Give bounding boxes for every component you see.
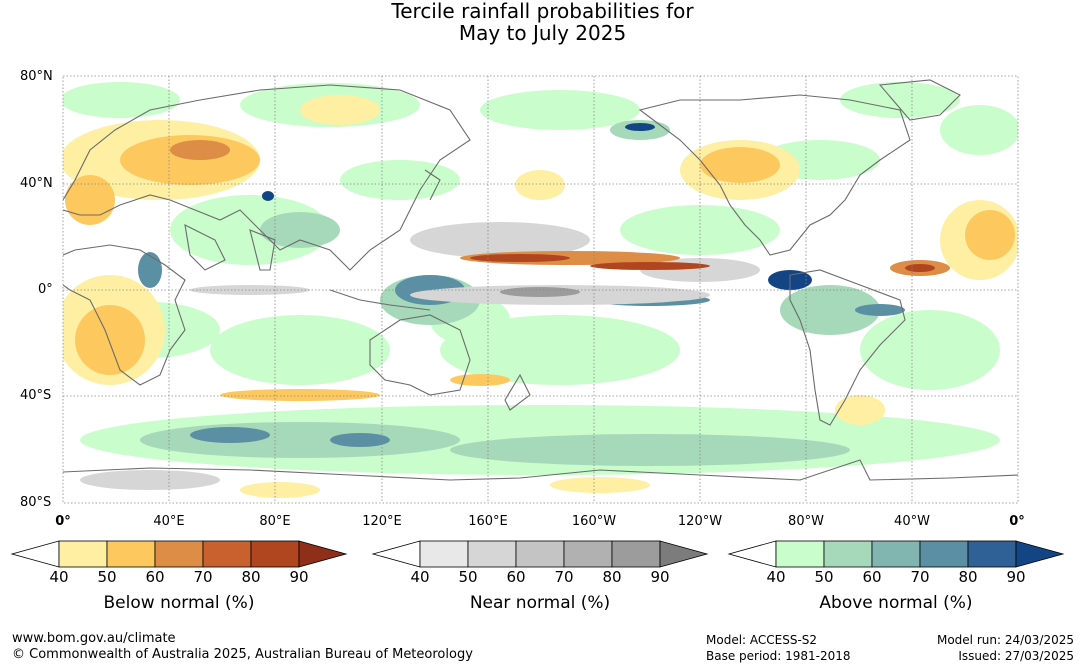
legend-below-swatch bbox=[202, 540, 252, 568]
legend-near-tick-label: 90 bbox=[650, 568, 670, 586]
legend-near-swatch bbox=[611, 540, 661, 568]
map-title-line2: May to July 2025 bbox=[458, 21, 627, 45]
legend-below-arrow-low bbox=[10, 540, 60, 568]
legend-near-tick-label: 60 bbox=[506, 568, 526, 586]
lat-label-40s: 40°S bbox=[20, 388, 52, 403]
graticule bbox=[63, 76, 1018, 503]
legend-below-tick-label: 60 bbox=[145, 568, 165, 586]
lon-label-40w: 40°W bbox=[894, 514, 930, 529]
legend-near-arrow-low bbox=[371, 540, 421, 568]
legend-above-tick-label: 90 bbox=[1006, 568, 1026, 586]
legend-above-normal-bar bbox=[727, 540, 1065, 568]
lon-label-80e: 80°E bbox=[259, 514, 291, 529]
legend-below-swatch bbox=[106, 540, 156, 568]
map-frame bbox=[62, 75, 1019, 504]
legend-above-tick-label: 60 bbox=[862, 568, 882, 586]
legend-below-tick-label: 90 bbox=[289, 568, 309, 586]
legend-above-tick-label: 40 bbox=[766, 568, 786, 586]
legend-above-arrow-high bbox=[1015, 540, 1065, 568]
legend-near-normal-bar bbox=[371, 540, 709, 568]
lon-label-120e: 120°E bbox=[362, 514, 402, 529]
footer-copyright: © Commonwealth of Australia 2025, Austra… bbox=[12, 647, 473, 662]
near-normal-strong bbox=[500, 287, 580, 297]
legend-above-tick-label: 50 bbox=[814, 568, 834, 586]
legend-near-arrow-high bbox=[659, 540, 709, 568]
lat-label-equator: 0° bbox=[38, 282, 53, 297]
lon-label-120w: 120°W bbox=[677, 514, 723, 529]
legend-above-normal-caption: Above normal (%) bbox=[819, 593, 973, 613]
legend-above-swatch bbox=[775, 540, 825, 568]
legend-near-swatch bbox=[419, 540, 469, 568]
footer-model: Model: ACCESS-S2 bbox=[706, 633, 818, 647]
legend-near-swatch bbox=[563, 540, 613, 568]
legend-below-tick-label: 40 bbox=[49, 568, 69, 586]
legend-near-tick-label: 50 bbox=[458, 568, 478, 586]
legend-above-swatch bbox=[919, 540, 969, 568]
legend-above-swatch bbox=[871, 540, 921, 568]
lat-label-80s: 80°S bbox=[20, 495, 52, 510]
legend-near-tick-label: 80 bbox=[602, 568, 622, 586]
legend-below-tick-label: 80 bbox=[241, 568, 261, 586]
footer-base-period: Base period: 1981-2018 bbox=[706, 649, 851, 663]
legend-below-normal-caption: Below normal (%) bbox=[103, 593, 255, 613]
map-title-line1: Tercile rainfall probabilities for bbox=[391, 0, 694, 23]
legend-above-swatch bbox=[967, 540, 1017, 568]
legend-below-swatch bbox=[154, 540, 204, 568]
legend-below-swatch bbox=[58, 540, 108, 568]
lat-label-40n: 40°N bbox=[20, 176, 53, 191]
legend-near-swatch bbox=[515, 540, 565, 568]
legend-near-tick-label: 70 bbox=[554, 568, 574, 586]
above-normal-medium bbox=[140, 120, 880, 466]
coastlines bbox=[63, 79, 1018, 481]
lon-label-160w: 160°W bbox=[571, 514, 617, 529]
legend-above-tick-label: 70 bbox=[910, 568, 930, 586]
legend-below-arrow-high bbox=[298, 540, 348, 568]
footer-issued: Issued: 27/03/2025 bbox=[958, 649, 1074, 663]
legend-near-swatch bbox=[467, 540, 517, 568]
lat-label-80n: 80°N bbox=[20, 69, 53, 84]
lon-label-0-west-edge: 0° bbox=[55, 514, 71, 529]
legend-below-tick-label: 70 bbox=[193, 568, 213, 586]
lon-label-80w: 80°W bbox=[788, 514, 824, 529]
footer-url: www.bom.gov.au/climate bbox=[12, 631, 176, 646]
legend-above-swatch bbox=[823, 540, 873, 568]
lon-label-40e: 40°E bbox=[153, 514, 185, 529]
legend-below-swatch bbox=[250, 540, 300, 568]
legend-near-normal-caption: Near normal (%) bbox=[469, 593, 611, 613]
lon-label-0-east-edge: 0° bbox=[1009, 514, 1025, 529]
legend-below-normal-bar bbox=[10, 540, 348, 568]
legend-below-tick-label: 50 bbox=[97, 568, 117, 586]
below-normal-darkest bbox=[470, 254, 935, 272]
lon-label-160e: 160°E bbox=[468, 514, 508, 529]
legend-near-tick-label: 40 bbox=[410, 568, 430, 586]
footer-model-run: Model run: 24/03/2025 bbox=[936, 633, 1074, 647]
legend-above-tick-label: 80 bbox=[958, 568, 978, 586]
legend-above-arrow-low bbox=[727, 540, 777, 568]
probability-shading bbox=[63, 82, 1018, 498]
